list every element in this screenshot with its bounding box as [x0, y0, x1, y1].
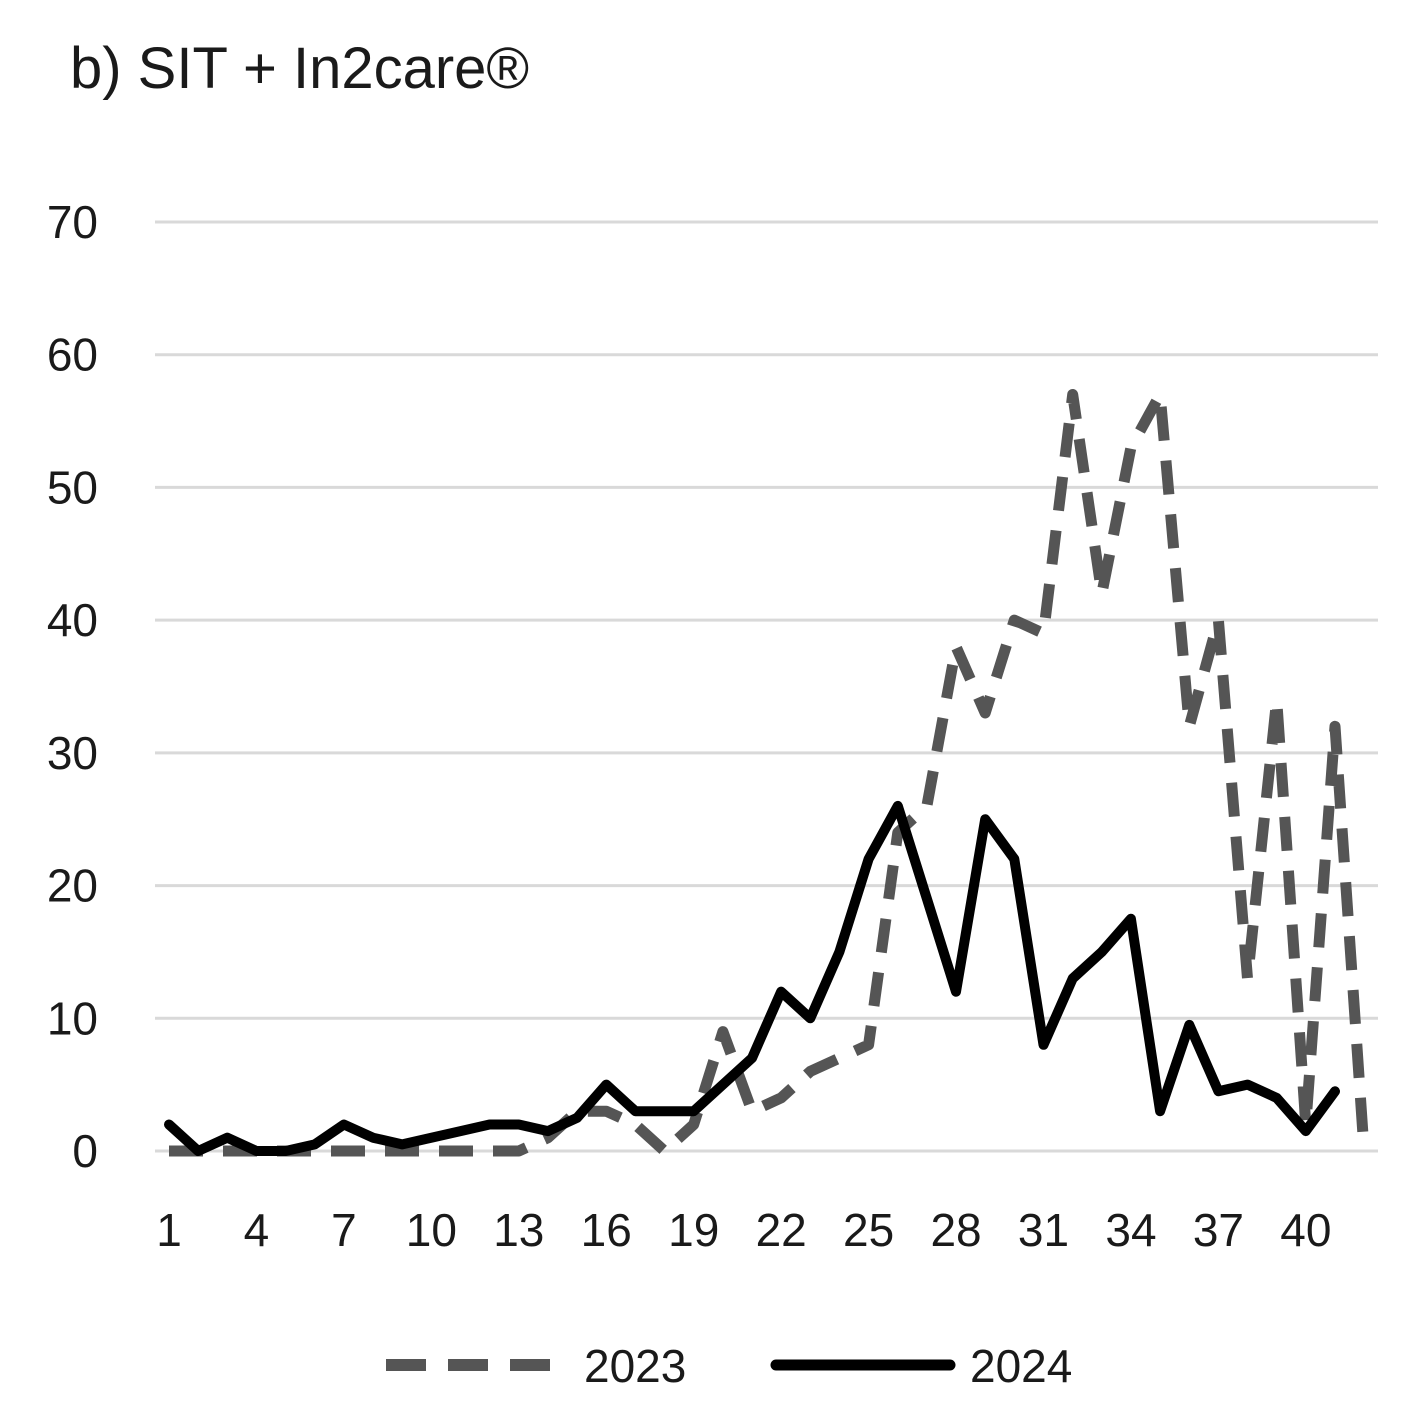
x-tick-label: 7 [331, 1204, 357, 1256]
chart-title: b) SIT + In2care® [70, 36, 529, 101]
legend-label-2024: 2024 [970, 1340, 1072, 1392]
y-tick-label: 30 [47, 727, 98, 779]
x-tick-label: 28 [930, 1204, 981, 1256]
x-tick-label: 40 [1280, 1204, 1331, 1256]
legend: 2023 2024 [386, 1340, 1072, 1392]
x-tick-label: 25 [843, 1204, 894, 1256]
x-tick-label: 31 [1018, 1204, 1069, 1256]
x-tick-label: 16 [581, 1204, 632, 1256]
y-tick-label: 20 [47, 860, 98, 912]
x-tick-label: 4 [244, 1204, 270, 1256]
gridlines [155, 220, 1378, 1153]
x-tick-label: 13 [493, 1204, 544, 1256]
y-tick-label: 0 [72, 1125, 98, 1177]
y-tick-label: 40 [47, 594, 98, 646]
y-tick-label: 50 [47, 461, 98, 513]
y-tick-label: 70 [47, 196, 98, 248]
series-line-2024 [164, 800, 1340, 1156]
series-line-2023 [169, 389, 1370, 1157]
x-tick-label: 34 [1105, 1204, 1156, 1256]
y-tick-label: 10 [47, 992, 98, 1044]
x-tick-label: 37 [1193, 1204, 1244, 1256]
x-tick-label: 10 [406, 1204, 457, 1256]
x-tick-label: 1 [156, 1204, 182, 1256]
y-tick-label: 60 [47, 329, 98, 381]
legend-label-2023: 2023 [584, 1340, 686, 1392]
series-lines [164, 389, 1370, 1157]
x-tick-labels: 1 4 7 10 13 16 19 22 25 28 31 34 37 40 [156, 1204, 1331, 1256]
x-tick-label: 22 [756, 1204, 807, 1256]
x-tick-label: 19 [668, 1204, 719, 1256]
y-tick-labels: 0 10 20 30 40 50 60 70 [47, 196, 98, 1177]
